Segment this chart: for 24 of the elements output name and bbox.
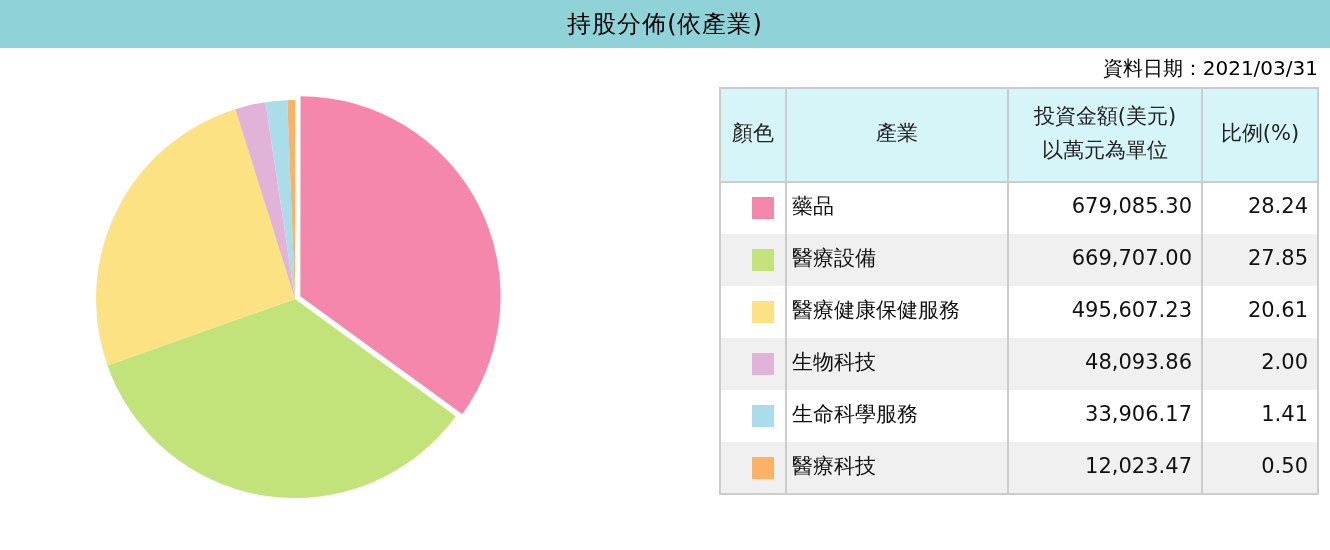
data-label: 48,093.86 (1085, 350, 1192, 375)
text: 比例(%) (1220, 121, 1300, 146)
text: 投資金額(美元) 以萬元為單位 (1032, 104, 1177, 163)
text: 資料日期：2021/03/31 (1102, 56, 1318, 81)
data-label: 495,607.23 (1071, 298, 1192, 323)
text: 1.41 (1261, 402, 1308, 427)
text: 2.00 (1261, 350, 1308, 375)
legend-label: 生命科學服務 (792, 402, 918, 427)
text: 0.50 (1261, 454, 1308, 479)
data-label: 33,906.17 (1085, 402, 1192, 427)
legend-label: 生物科技 (792, 350, 876, 375)
chart-title: 持股分佈(依產業) (0, 0, 1330, 48)
legend-label: 藥品 (792, 194, 834, 219)
legend-title: 顏色 (732, 121, 774, 146)
text: 20.61 (1247, 298, 1308, 323)
data-label: 679,085.30 (1071, 194, 1192, 219)
data-label: 12,023.47 (1085, 454, 1192, 479)
legend-label: 醫療健康保健服務 (792, 298, 960, 323)
text: 28.24 (1247, 194, 1308, 219)
text: 27.85 (1247, 246, 1308, 271)
text: 產業 (876, 121, 918, 146)
legend-label: 醫療科技 (792, 454, 876, 479)
legend-label: 醫療設備 (792, 246, 876, 271)
data-label: 669,707.00 (1071, 246, 1192, 271)
